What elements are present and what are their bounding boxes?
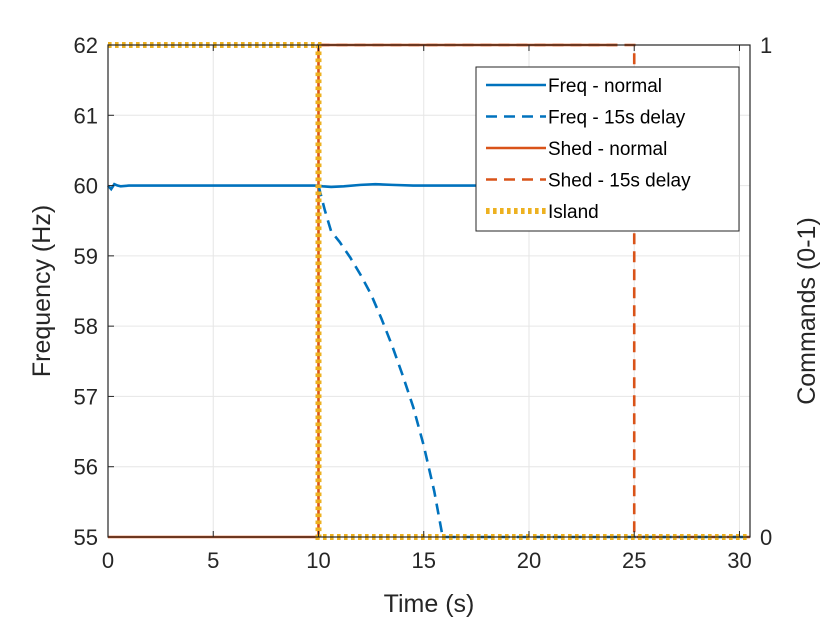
y-axis-label: Frequency (Hz)	[28, 205, 56, 377]
y-tick-label: 62	[74, 33, 98, 58]
y-tick-label: 61	[74, 103, 98, 128]
x-tick-label: 25	[622, 548, 646, 573]
x-tick-label: 10	[306, 548, 330, 573]
y-tick-label: 57	[74, 384, 98, 409]
y-tick-label: 55	[74, 525, 98, 550]
y-tick-label: 56	[74, 455, 98, 480]
y-axis-right-label: Commands (0-1)	[793, 217, 821, 405]
y-right-tick-label: 1	[760, 33, 772, 58]
axes-box	[107, 44, 751, 538]
x-tick-label: 0	[102, 548, 114, 573]
legend-label: Freq - normal	[548, 76, 662, 97]
x-axis-label: Time (s)	[384, 590, 475, 618]
y-tick-label: 60	[74, 174, 98, 199]
y-right-tick-label: 0	[760, 525, 772, 550]
x-tick-label: 20	[517, 548, 541, 573]
x-tick-label: 15	[411, 548, 435, 573]
y-tick-label: 58	[74, 314, 98, 339]
x-tick-label: 30	[727, 548, 751, 573]
y-tick-label: 59	[74, 244, 98, 269]
legend-label: Shed - normal	[548, 139, 667, 160]
legend-label: Island	[548, 202, 599, 223]
series-line-freq-normal	[107, 182, 618, 192]
legend-label: Shed - 15s delay	[548, 171, 691, 192]
legend-label: Freq - 15s delay	[548, 108, 686, 129]
legend: Freq - normal Freq - 15s delay Shed - norm…	[475, 66, 740, 232]
series-line-freq-15s-delay	[317, 185, 750, 539]
ticks: 0 5 10 15 20 25 30 55 56 57 58 59 60 61 62 0 1	[74, 33, 773, 573]
x-tick-label: 5	[207, 548, 219, 573]
